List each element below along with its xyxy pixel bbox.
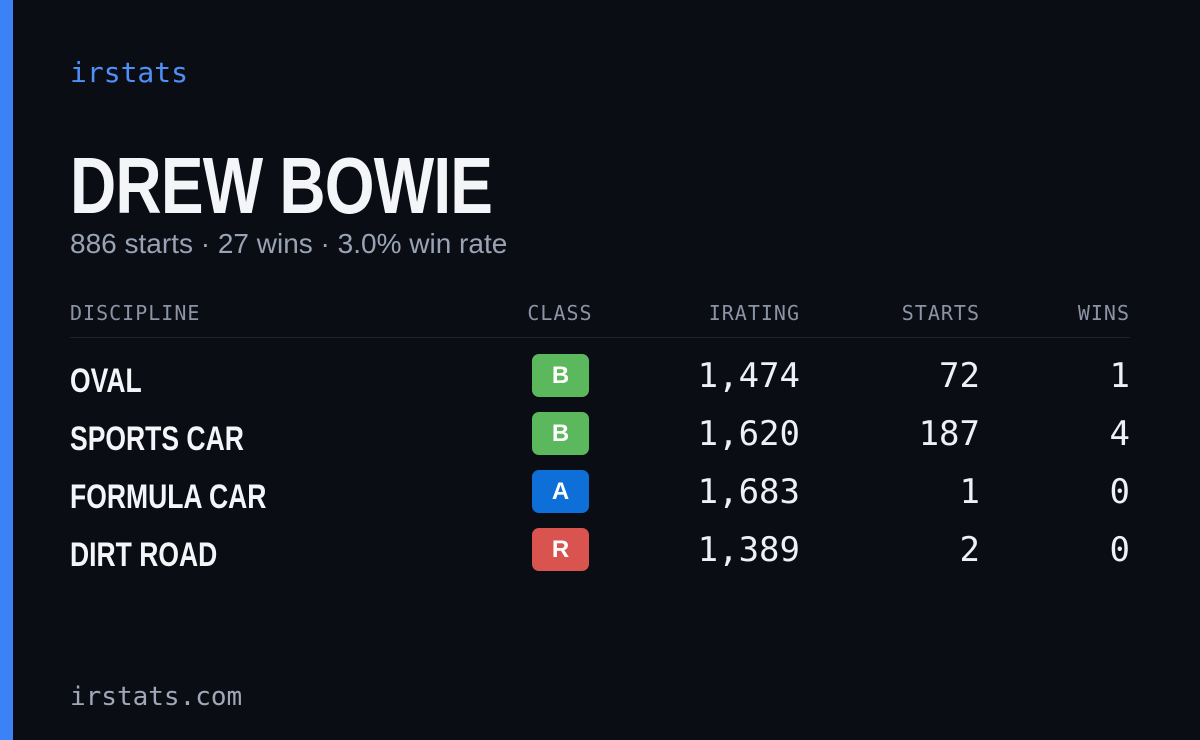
discipline: DIRT ROAD: [70, 536, 218, 574]
discipline: FORMULA CAR: [70, 478, 267, 516]
class-badge: B: [532, 354, 589, 397]
column-header: WINS: [1077, 301, 1130, 325]
starts: 187: [918, 414, 980, 454]
column-header: DISCIPLINE: [70, 301, 201, 325]
wins: 0: [1109, 472, 1130, 512]
starts: 2: [959, 530, 980, 570]
wins: 0: [1109, 530, 1130, 570]
irating: 1,683: [697, 472, 800, 512]
class-badge: R: [532, 528, 589, 571]
class-badge: B: [532, 412, 589, 455]
column-header: STARTS: [901, 301, 980, 325]
starts: 1: [959, 472, 980, 512]
discipline: SPORTS CAR: [70, 420, 244, 458]
brand: irstats: [70, 56, 189, 89]
column-header: IRATING: [708, 301, 800, 325]
driver-name: DREW BOWIE: [70, 141, 493, 230]
irating: 1,474: [697, 356, 800, 396]
footer: irstats.com: [70, 682, 243, 712]
irating: 1,389: [697, 530, 800, 570]
driver-summary: 886 starts · 27 wins · 3.0% win rate: [70, 228, 508, 259]
wins: 1: [1109, 356, 1130, 396]
class-badge: A: [532, 470, 589, 513]
header-rule: [70, 337, 1130, 338]
irating: 1,620: [697, 414, 800, 454]
discipline: OVAL: [70, 362, 142, 400]
wins: 4: [1109, 414, 1130, 454]
accent-bar: [0, 0, 13, 740]
column-header: CLASS: [527, 301, 593, 325]
starts: 72: [939, 356, 980, 396]
